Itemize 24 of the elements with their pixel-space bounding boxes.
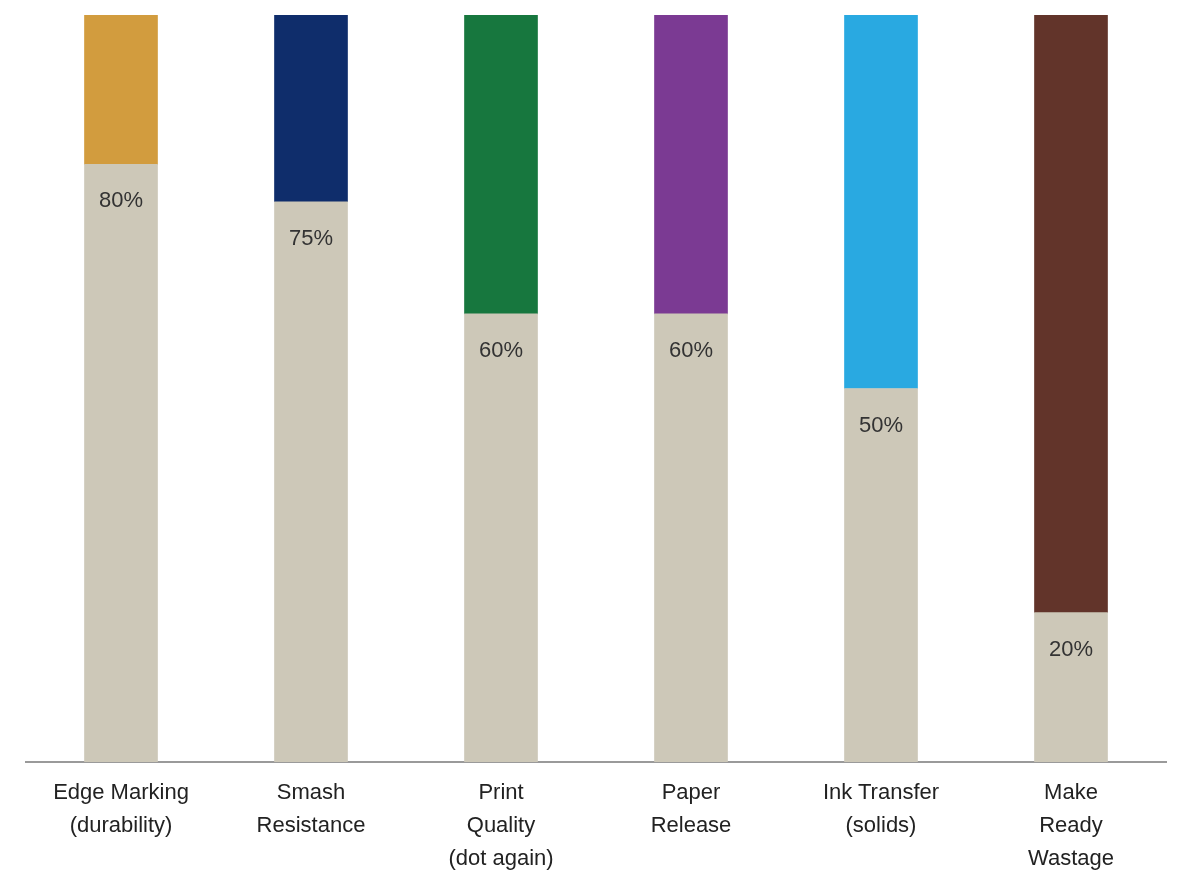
x-tick-label: Ink Transfer (solids) (822, 778, 940, 837)
bar (274, 15, 348, 203)
bar (654, 15, 728, 315)
bar (84, 164, 158, 762)
x-tick-label: Paper Release (650, 778, 732, 837)
bar (1034, 15, 1108, 613)
data-label: 60% (478, 336, 524, 362)
bar (844, 388, 918, 762)
data-label: 50% (858, 411, 904, 437)
data-label: 80% (98, 187, 144, 213)
bar (654, 313, 728, 762)
x-tick-label: Make Ready Wastage (1027, 778, 1115, 870)
data-label: 75% (288, 224, 334, 250)
data-label: 20% (1048, 635, 1094, 661)
x-tick-label: Smash Resistance (256, 778, 366, 837)
bar (274, 201, 348, 762)
bar (844, 15, 918, 389)
x-tick-label: Edge Marking (durability) (53, 778, 189, 837)
bar (84, 15, 158, 165)
bar (464, 15, 538, 315)
bar (1034, 612, 1108, 762)
bar (464, 313, 538, 762)
x-tick-label: Print Quality (dot again) (448, 778, 554, 870)
data-label: 60% (668, 336, 714, 362)
